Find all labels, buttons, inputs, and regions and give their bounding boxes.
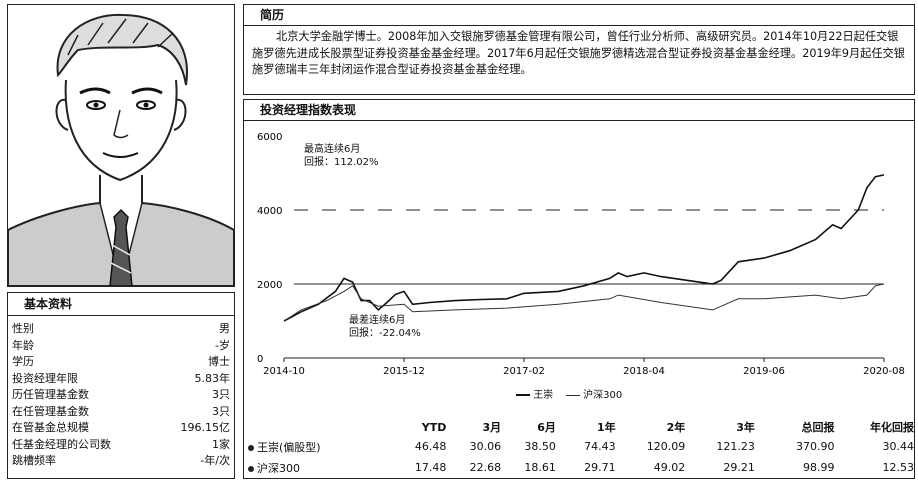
legend-label-wangchong: 王崇	[533, 390, 554, 401]
returns-column-header: 2年	[666, 421, 686, 434]
legend-label-hs300: 沪深300	[583, 390, 623, 401]
profile-label: 在任管理基金数	[12, 404, 89, 418]
x-tick-label: 2020-08	[863, 366, 905, 377]
returns-value: 74.43	[584, 440, 616, 453]
profile-value: 5.83年	[194, 371, 231, 385]
y-tick-label: 2000	[257, 280, 282, 291]
series-line-hs300	[283, 283, 885, 322]
profile-row: 性别 男	[12, 322, 230, 336]
legend-swatch-hs300	[565, 394, 580, 396]
profile-row: 学历 博士	[12, 355, 230, 369]
returns-row: 王崇(偏股型) 46.48 30.06 38.50 74.43 120.09 121.23 3…	[248, 436, 914, 457]
returns-value: 17.48	[414, 461, 447, 474]
series-bullet-icon	[248, 465, 254, 472]
returns-value: 30.44	[882, 440, 915, 453]
profile-value: 3只	[212, 388, 230, 401]
profile-value: 男	[219, 322, 230, 335]
profile-row: 历任管理基金数 3只	[12, 388, 230, 402]
bio-panel: 简历 北京大学金融学博士。2008年加入交银施罗德基金管理有限公司，曾任行业分析…	[243, 4, 915, 95]
returns-value: 22.68	[469, 461, 502, 474]
performance-header: 投资经理指数表现	[244, 100, 914, 121]
min-return-annotation: 最差连续6月 回报：-22.04%	[349, 314, 421, 340]
returns-column-header: YTD	[421, 420, 447, 434]
max-return-annotation: 最高连续6月 回报：112.02%	[304, 143, 379, 169]
profile-row: 跳槽频率 -年/次	[12, 454, 230, 468]
profile-value: 196.15亿	[180, 421, 231, 434]
profile-row: 在管基金总规模 196.15亿	[12, 421, 230, 435]
returns-row-name-cell: 王崇(偏股型)	[248, 436, 387, 457]
profile-label: 投资经理年限	[12, 371, 78, 385]
returns-value: 49.02	[653, 461, 686, 474]
profile-label: 性别	[12, 322, 34, 335]
returns-value: 370.90	[795, 440, 835, 453]
performance-chart: 0 2000 4000 6000 2014-10 2015-12 2017-02 2018-…	[257, 132, 905, 377]
profile-panel: 基本资料 性别男年龄 -岁 学历 博士 投资经理年限 5.83年 历任管理基金数 3只 在任管理…	[7, 292, 235, 479]
x-tick-label: 2017-02	[503, 366, 545, 377]
x-tick-label: 2015-12	[383, 366, 425, 377]
returns-column-header: 总回报	[801, 421, 835, 434]
performance-panel: 投资经理指数表现 0 2000 4000 6000 2014-10 2015-12 201…	[243, 99, 915, 479]
returns-value: 98.99	[802, 461, 835, 474]
profile-value: -年/次	[200, 454, 230, 467]
profile-value: 3只	[212, 404, 230, 418]
profile-row: 任基金经理的公司数 1家	[12, 438, 230, 452]
profile-row: 投资经理年限 5.83年	[12, 372, 230, 386]
returns-value: 46.48	[414, 440, 447, 453]
profile-label: 任基金经理的公司数	[12, 437, 111, 451]
returns-header-row: YTD 3月 6月 1年 2年 3年 总回报 年化回报	[248, 418, 914, 436]
bio-text: 北京大学金融学博士。2008年加入交银施罗德基金管理有限公司，曾任行业分析师、高…	[252, 30, 905, 76]
returns-row-name: 沪深300	[257, 461, 300, 475]
returns-value: 121.23	[716, 440, 755, 453]
returns-value: 29.71	[584, 461, 616, 474]
returns-value: 38.50	[524, 440, 556, 453]
max-return-label: 最高连续6月	[304, 144, 361, 155]
returns-table: YTD 3月 6月 1年 2年 3年 总回报 年化回报 王崇(偏股型) 46.48 30.06 38…	[248, 418, 914, 478]
y-tick-label: 6000	[257, 132, 282, 143]
returns-header-blank	[248, 418, 387, 436]
chart-legend: 王崇 沪深300	[516, 386, 622, 401]
profile-value: 1家	[212, 437, 230, 451]
returns-column-header: 年化回报	[870, 421, 914, 434]
profile-label: 历任管理基金数	[12, 388, 89, 401]
returns-column-header: 6月	[537, 421, 556, 434]
bio-header: 简历	[244, 5, 914, 26]
returns-column-header: 1年	[596, 421, 616, 434]
y-tick-label: 0	[257, 354, 263, 365]
x-tick-label: 2014-10	[263, 366, 305, 377]
profile-label: 年龄	[12, 338, 34, 352]
returns-row-name-cell: 沪深300	[248, 457, 387, 478]
min-return-label: 最差连续6月	[349, 315, 406, 326]
returns-value: 18.61	[524, 461, 556, 474]
profile-row: 在任管理基金数 3只	[12, 405, 230, 419]
returns-value: 120.09	[646, 440, 686, 453]
portrait-sketch	[7, 5, 235, 287]
returns-value: 12.53	[882, 461, 915, 474]
returns-value: 30.06	[469, 440, 502, 453]
profile-value: -岁	[215, 338, 230, 352]
profile-label: 学历	[12, 355, 34, 368]
series-line-wangchong	[283, 174, 885, 322]
x-tick-label: 2019-06	[743, 366, 785, 377]
profile-label: 在管基金总规模	[12, 421, 89, 434]
profile-row: 年龄 -岁	[12, 339, 230, 353]
returns-row-name: 王崇(偏股型)	[257, 440, 321, 454]
profile-value: 博士	[208, 355, 230, 368]
min-return-value: 回报：-22.04%	[349, 328, 421, 339]
x-tick-label: 2018-04	[623, 366, 665, 377]
manager-photo	[7, 4, 235, 287]
legend-swatch-wangchong	[516, 394, 530, 396]
returns-value: 29.21	[723, 461, 755, 474]
max-return-value: 回报：112.02%	[304, 157, 379, 168]
series-bullet-icon	[248, 444, 254, 451]
returns-column-header: 3月	[482, 421, 502, 434]
profile-label: 跳槽频率	[12, 454, 56, 467]
y-tick-label: 4000	[257, 206, 282, 217]
returns-row: 沪深300 17.48 22.68 18.61 29.71 49.02 29.21 98.99…	[248, 457, 914, 478]
profile-header: 基本资料	[8, 293, 234, 316]
returns-column-header: 3年	[736, 421, 755, 434]
